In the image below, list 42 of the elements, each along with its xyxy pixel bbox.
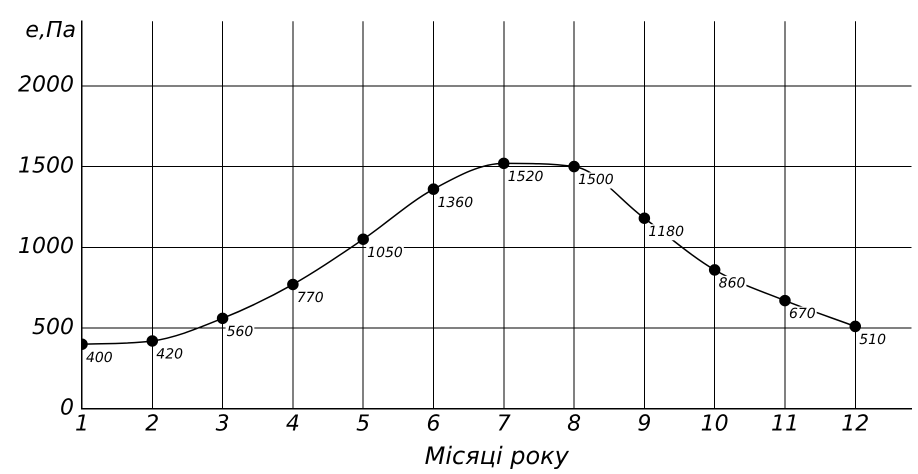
x-tick-label: 10 xyxy=(700,412,729,437)
point xyxy=(428,183,440,195)
x-tick-label: 6 xyxy=(426,412,440,437)
data-label: 1360 xyxy=(437,194,474,211)
point xyxy=(287,278,299,290)
data-label: 420 xyxy=(156,346,184,363)
point xyxy=(498,158,510,170)
x-tick-label: 7 xyxy=(496,412,511,437)
y-tick-label: 1000 xyxy=(18,234,74,260)
data-label: 770 xyxy=(296,290,324,306)
x-tick-label: 5 xyxy=(356,412,370,437)
y-tick-label: 1500 xyxy=(18,153,74,178)
data-label: 1520 xyxy=(508,168,544,185)
data-label: 560 xyxy=(226,324,254,340)
point xyxy=(850,320,862,332)
data-label: 510 xyxy=(859,332,886,348)
data-label: 1500 xyxy=(578,172,614,188)
x-tick-label: 2 xyxy=(145,412,160,437)
point xyxy=(146,335,158,347)
point xyxy=(779,294,791,306)
point xyxy=(568,160,580,172)
x-tick-label: 8 xyxy=(567,412,582,437)
x-tick-label: 1 xyxy=(74,412,89,437)
x-tick-label: 3 xyxy=(216,412,230,437)
data-label: 670 xyxy=(788,306,816,322)
y-tick-label: 0 xyxy=(60,396,74,421)
data-label: 1180 xyxy=(648,224,684,240)
point xyxy=(708,264,720,276)
x-tick-label: 9 xyxy=(637,412,652,437)
x-tick-label: 4 xyxy=(286,412,300,437)
x-tick-label: 12 xyxy=(841,412,870,437)
y-tick-label: 2000 xyxy=(18,72,74,98)
data-label: 400 xyxy=(86,350,113,366)
data-label: 1050 xyxy=(367,244,403,261)
point xyxy=(216,312,228,324)
x-axis-title: Місяці року xyxy=(424,442,570,470)
data-label: 860 xyxy=(718,276,746,292)
y-axis-title: e,Па xyxy=(25,18,76,43)
y-tick-label: 500 xyxy=(32,314,74,340)
point xyxy=(357,233,369,245)
x-tick-label: 11 xyxy=(770,412,799,437)
point xyxy=(638,212,650,224)
